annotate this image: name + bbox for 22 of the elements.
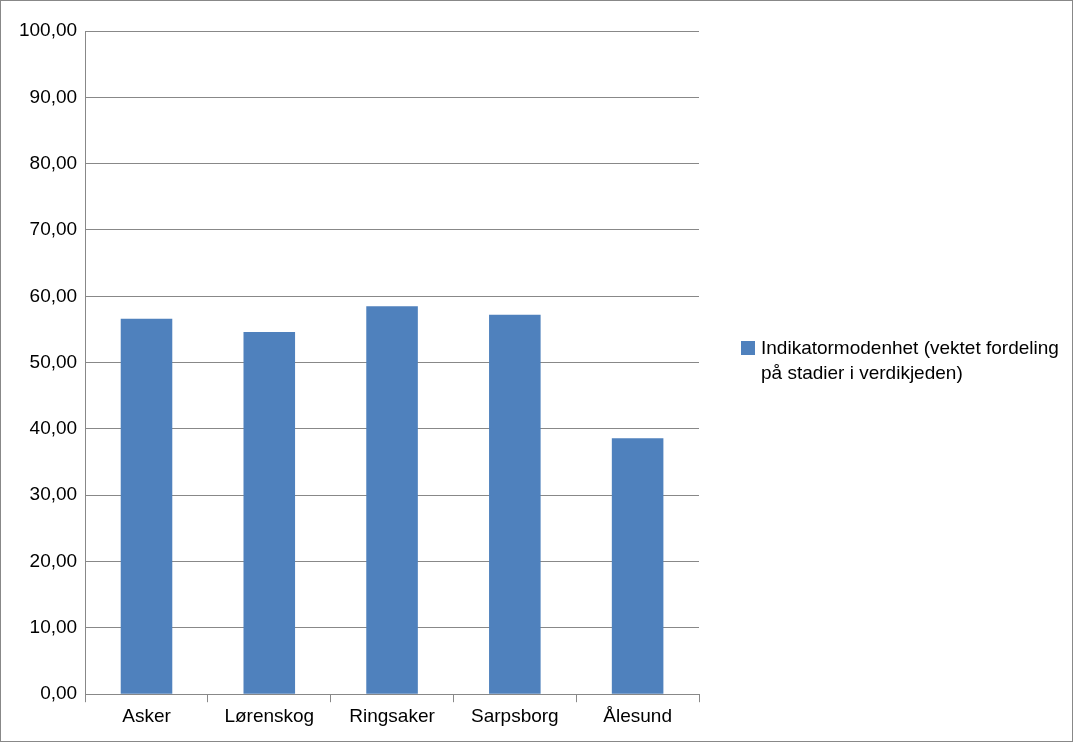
y-tick-label: 70,00 <box>29 218 78 240</box>
bar <box>366 306 418 694</box>
x-tick-label: Ringsaker <box>349 704 436 726</box>
bar <box>489 314 541 694</box>
y-tick-label: 50,00 <box>29 350 78 372</box>
x-tick-label: Ålesund <box>603 704 672 726</box>
x-tick-label: Asker <box>122 704 172 726</box>
legend-label: Indikatormodenhet (vektet fordeling på stadier i verdikjeden) <box>761 336 1060 385</box>
y-tick-label: 100,00 <box>18 19 78 41</box>
y-tick-label: 90,00 <box>29 85 78 107</box>
y-tick-label: 60,00 <box>29 284 78 306</box>
bar <box>243 332 296 694</box>
y-tick-label: 80,00 <box>29 151 78 173</box>
y-tick-label: 0,00 <box>40 682 78 704</box>
x-tick-label: Lørenskog <box>224 704 315 726</box>
bar <box>120 318 173 694</box>
y-tick-label: 30,00 <box>29 483 78 505</box>
y-tick-label: 10,00 <box>29 616 78 638</box>
y-tick-label: 40,00 <box>29 417 78 439</box>
y-tick-label: 20,00 <box>29 549 78 571</box>
bar <box>611 438 664 694</box>
x-tick-label: Sarpsborg <box>471 704 559 726</box>
